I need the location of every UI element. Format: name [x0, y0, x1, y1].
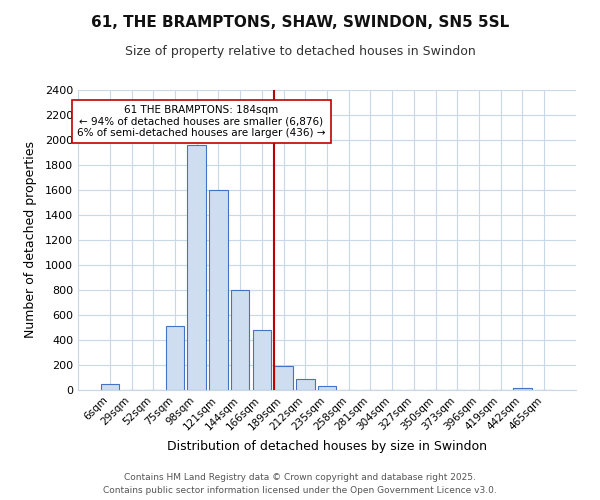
Bar [166, 326, 184, 390]
Bar [296, 379, 314, 390]
Text: 61, THE BRAMPTONS, SHAW, SWINDON, SN5 5SL: 61, THE BRAMPTONS, SHAW, SWINDON, SN5 5S… [91, 15, 509, 30]
Text: Contains public sector information licensed under the Open Government Licence v3: Contains public sector information licen… [103, 486, 497, 495]
Text: Contains HM Land Registry data © Crown copyright and database right 2025.: Contains HM Land Registry data © Crown c… [124, 474, 476, 482]
Y-axis label: Number of detached properties: Number of detached properties [23, 142, 37, 338]
Bar [318, 386, 336, 390]
Bar [513, 388, 532, 390]
Bar [187, 145, 206, 390]
Bar [231, 290, 250, 390]
Bar [274, 366, 293, 390]
Text: Size of property relative to detached houses in Swindon: Size of property relative to detached ho… [125, 45, 475, 58]
Bar [209, 190, 227, 390]
X-axis label: Distribution of detached houses by size in Swindon: Distribution of detached houses by size … [167, 440, 487, 453]
Bar [101, 384, 119, 390]
Bar [253, 330, 271, 390]
Text: 61 THE BRAMPTONS: 184sqm
← 94% of detached houses are smaller (6,876)
6% of semi: 61 THE BRAMPTONS: 184sqm ← 94% of detach… [77, 105, 325, 138]
